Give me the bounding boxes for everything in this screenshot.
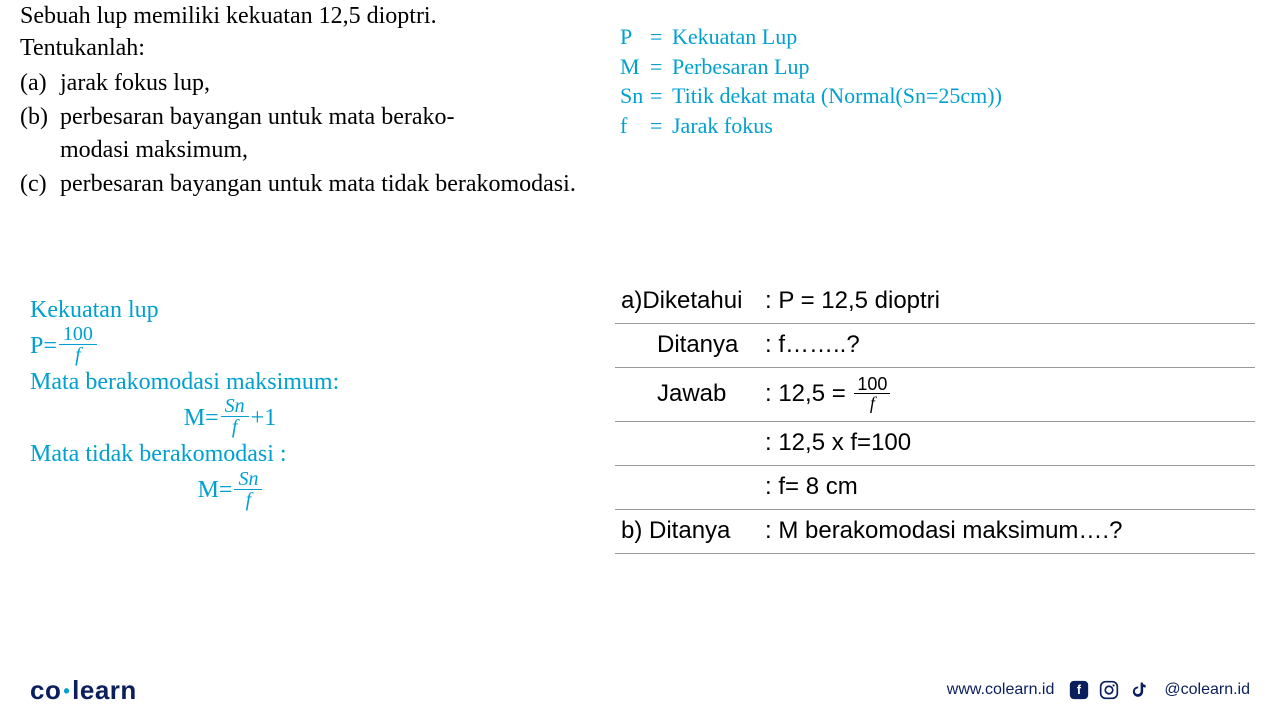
social-icons: f	[1068, 679, 1150, 701]
solution-value-text: : 12,5 =	[765, 380, 852, 407]
fraction-numerator: Sn	[234, 469, 262, 489]
formula-m-accom-max: M= Sn f +1	[0, 398, 550, 439]
solution-row: Ditanya : f……..?	[615, 324, 1255, 368]
fraction-denominator: f	[854, 393, 890, 412]
equals-sign: =	[650, 52, 672, 82]
item-b-label: (b)	[20, 101, 60, 166]
plus-one: +1	[251, 403, 277, 434]
equals-sign: =	[650, 81, 672, 111]
item-a-label: (a)	[20, 67, 60, 99]
brand-logo: co•learn	[30, 675, 137, 706]
legend-desc: Jarak fokus	[672, 111, 773, 141]
fraction: Sn f	[221, 396, 249, 437]
item-b-text: perbesaran bayangan untuk mata berako- m…	[60, 101, 580, 166]
fraction-numerator: 100	[59, 324, 97, 344]
legend-symbol: f	[620, 111, 650, 141]
brand-dot-icon: •	[61, 681, 72, 701]
tiktok-icon	[1128, 679, 1150, 701]
solution-value: : 12,5 = 100f	[765, 376, 1255, 413]
solution-value: : 12,5 x f=100	[765, 430, 1255, 456]
legend-row: Sn = Titik dekat mata (Normal(Sn=25cm))	[620, 81, 1002, 111]
fraction: 100f	[854, 375, 890, 412]
fraction-denominator: f	[221, 416, 249, 437]
legend-desc: Perbesaran Lup	[672, 52, 809, 82]
problem-statement: Sebuah lup memiliki kekuatan 12,5 dioptr…	[20, 0, 580, 200]
solution-row: Jawab : 12,5 = 100f	[615, 368, 1255, 422]
fraction-denominator: f	[59, 344, 97, 365]
m-equals: M=	[198, 475, 233, 506]
solution-row: : 12,5 x f=100	[615, 422, 1255, 466]
fraction-numerator: Sn	[221, 396, 249, 416]
solution-row: : f= 8 cm	[615, 466, 1255, 510]
fraction-denominator: f	[234, 489, 262, 510]
footer-handle: @colearn.id	[1164, 681, 1250, 699]
brand-co: co	[30, 675, 61, 705]
legend-row: M = Perbesaran Lup	[620, 52, 1002, 82]
solution-value: : f……..?	[765, 332, 1255, 358]
solution-row: a)Diketahui : P = 12,5 dioptri	[615, 280, 1255, 324]
m-equals: M=	[184, 403, 219, 434]
fraction: Sn f	[234, 469, 262, 510]
solution-label: Ditanya	[615, 332, 765, 358]
formulas-block: Kekuatan lup P= 100 f Mata berakomodasi …	[30, 295, 550, 512]
legend-symbol: Sn	[620, 81, 650, 111]
problem-item-c: (c) perbesaran bayangan untuk mata tidak…	[20, 168, 580, 200]
footer: co•learn www.colearn.id f @colearn.id	[0, 660, 1280, 720]
solution-value: : M berakomodasi maksimum….?	[765, 518, 1255, 544]
legend-symbol: P	[620, 22, 650, 52]
formula-title-accom-max: Mata berakomodasi maksimum:	[30, 367, 550, 398]
equals-sign: =	[650, 22, 672, 52]
legend-row: f = Jarak fokus	[620, 111, 1002, 141]
equals-sign: =	[650, 111, 672, 141]
formula-power: P= 100 f	[30, 326, 550, 367]
facebook-icon: f	[1068, 679, 1090, 701]
problem-line1: Sebuah lup memiliki kekuatan 12,5 dioptr…	[20, 0, 580, 32]
instagram-icon	[1098, 679, 1120, 701]
formula-m-no-accom: M= Sn f	[0, 471, 550, 512]
footer-url: www.colearn.id	[947, 681, 1055, 699]
item-c-text: perbesaran bayangan untuk mata tidak ber…	[60, 168, 580, 200]
formula-title-no-accom: Mata tidak berakomodasi :	[30, 439, 550, 470]
brand-learn: learn	[72, 675, 137, 705]
solution-label: a)Diketahui	[615, 288, 765, 314]
problem-line2: Tentukanlah:	[20, 32, 580, 64]
legend-symbol: M	[620, 52, 650, 82]
solution-row: b) Ditanya : M berakomodasi maksimum….?	[615, 510, 1255, 554]
legend-row: P = Kekuatan Lup	[620, 22, 1002, 52]
problem-item-b: (b) perbesaran bayangan untuk mata berak…	[20, 101, 580, 166]
legend-desc: Kekuatan Lup	[672, 22, 797, 52]
solution-value: : f= 8 cm	[765, 474, 1255, 500]
item-a-text: jarak fokus lup,	[60, 67, 580, 99]
solution-label: Jawab	[615, 381, 765, 407]
fraction-numerator: 100	[854, 375, 890, 393]
footer-right: www.colearn.id f @colearn.id	[947, 679, 1250, 701]
p-equals: P=	[30, 331, 57, 362]
solution-label: b) Ditanya	[615, 518, 765, 544]
solution-block: a)Diketahui : P = 12,5 dioptri Ditanya :…	[615, 280, 1255, 554]
variable-legend: P = Kekuatan Lup M = Perbesaran Lup Sn =…	[620, 22, 1002, 141]
legend-desc: Titik dekat mata (Normal(Sn=25cm))	[672, 81, 1002, 111]
problem-item-a: (a) jarak fokus lup,	[20, 67, 580, 99]
item-c-label: (c)	[20, 168, 60, 200]
solution-value: : P = 12,5 dioptri	[765, 288, 1255, 314]
formula-title-power: Kekuatan lup	[30, 295, 550, 326]
fraction: 100 f	[59, 324, 97, 365]
